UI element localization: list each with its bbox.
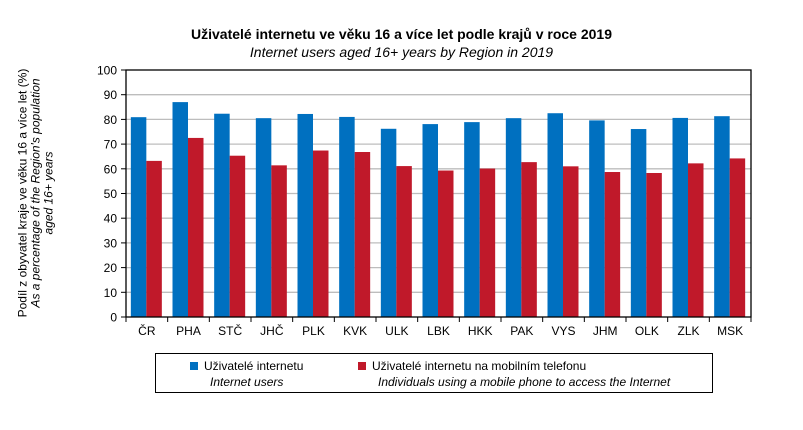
bar-mobile-users-JHM bbox=[604, 172, 621, 317]
y-tick-labels: 0 10 20 30 40 50 60 70 80 90 100 bbox=[97, 64, 117, 325]
bar-internet-users-ČR bbox=[130, 117, 147, 317]
legend-label: Uživatelé internetu bbox=[204, 359, 304, 373]
bar-mobile-users-PHA bbox=[188, 137, 204, 317]
bar-internet-users-VYS bbox=[547, 113, 563, 317]
x-tick-label: OLK bbox=[635, 324, 659, 338]
bar-mobile-users-LBK bbox=[438, 170, 454, 317]
bar-internet-users-OLK bbox=[630, 129, 647, 317]
bar-internet-users-JHM bbox=[589, 120, 605, 317]
bar-mobile-users-ZLK bbox=[688, 163, 704, 317]
legend: Uživatelé internetu Internet users Uživa… bbox=[155, 353, 713, 393]
bar-internet-users-PAK bbox=[505, 118, 522, 317]
legend-swatch-red bbox=[358, 362, 366, 370]
bar-mobile-users-ČR bbox=[146, 160, 162, 317]
x-tick-labels: ČR PHA STČ JHČ PLK KVK ULK LBK HKK PAK VYS JHM OLK ZL… bbox=[138, 323, 743, 338]
legend-swatch-blue bbox=[190, 362, 198, 370]
y-axis-label-en-2: aged 16+ years bbox=[41, 151, 56, 235]
x-tick-label: PAK bbox=[510, 324, 533, 338]
x-tick-label: ULK bbox=[385, 324, 408, 338]
bar-mobile-users-OLK bbox=[646, 172, 662, 317]
x-tick-label: PLK bbox=[302, 324, 325, 338]
axes bbox=[121, 69, 752, 322]
y-tick-label: 70 bbox=[104, 138, 118, 152]
bar-mobile-users-VYS bbox=[563, 166, 579, 317]
plot-frame bbox=[125, 69, 752, 318]
legend-label-en: Individuals using a mobile phone to acce… bbox=[378, 375, 671, 389]
x-tick-label: ZLK bbox=[677, 324, 699, 338]
bar-mobile-users-ULK bbox=[396, 166, 412, 317]
bars bbox=[130, 102, 746, 318]
bar-internet-users-ULK bbox=[380, 128, 397, 317]
y-tick-label: 100 bbox=[97, 64, 117, 78]
bar-internet-users-STČ bbox=[214, 113, 230, 318]
y-tick-label: 80 bbox=[104, 113, 118, 127]
bar-mobile-users-STČ bbox=[229, 155, 246, 317]
chart-title: Uživatelé internetu ve věku 16 a více le… bbox=[191, 26, 612, 42]
bar-internet-users-ZLK bbox=[672, 117, 688, 317]
x-tick-label: HKK bbox=[468, 324, 493, 338]
bar-mobile-users-MSK bbox=[729, 158, 746, 317]
bar-internet-users-KVK bbox=[339, 116, 355, 318]
bar-mobile-users-JHČ bbox=[271, 165, 287, 317]
y-tick-label: 40 bbox=[104, 212, 118, 226]
y-tick-label: 10 bbox=[104, 286, 118, 300]
x-tick-label: JHČ bbox=[260, 323, 284, 338]
x-tick-label: KVK bbox=[343, 324, 367, 338]
x-tick-label: PHA bbox=[176, 324, 201, 338]
bar-internet-users-PHA bbox=[172, 102, 188, 317]
bar-mobile-users-KVK bbox=[354, 152, 371, 317]
legend-label-en: Internet users bbox=[210, 375, 284, 389]
x-tick-label: MSK bbox=[717, 324, 743, 338]
bar-mobile-users-PLK bbox=[313, 150, 329, 317]
bar-internet-users-JHČ bbox=[255, 118, 272, 317]
bar-internet-users-MSK bbox=[714, 116, 730, 318]
chart-subtitle: Internet users aged 16+ years by Region … bbox=[249, 44, 554, 60]
y-tick-label: 50 bbox=[104, 187, 118, 201]
x-tick-label: ČR bbox=[138, 323, 156, 338]
x-tick-label: LBK bbox=[427, 324, 450, 338]
y-tick-label: 0 bbox=[110, 311, 117, 325]
x-tick-label: VYS bbox=[551, 324, 575, 338]
x-tick-label: STČ bbox=[218, 323, 242, 338]
bar-internet-users-HKK bbox=[464, 122, 480, 317]
y-tick-label: 60 bbox=[104, 162, 118, 176]
y-tick-label: 20 bbox=[104, 261, 118, 275]
bar-internet-users-PLK bbox=[297, 113, 313, 317]
legend-label: Uživatelé internetu na mobilním telefonu bbox=[372, 359, 587, 373]
bar-mobile-users-PAK bbox=[521, 162, 537, 317]
y-tick-label: 30 bbox=[104, 236, 118, 250]
y-tick-label: 90 bbox=[104, 88, 118, 102]
bar-mobile-users-HKK bbox=[479, 168, 496, 317]
bar-internet-users-LBK bbox=[422, 124, 438, 317]
x-tick-label: JHM bbox=[593, 324, 618, 338]
